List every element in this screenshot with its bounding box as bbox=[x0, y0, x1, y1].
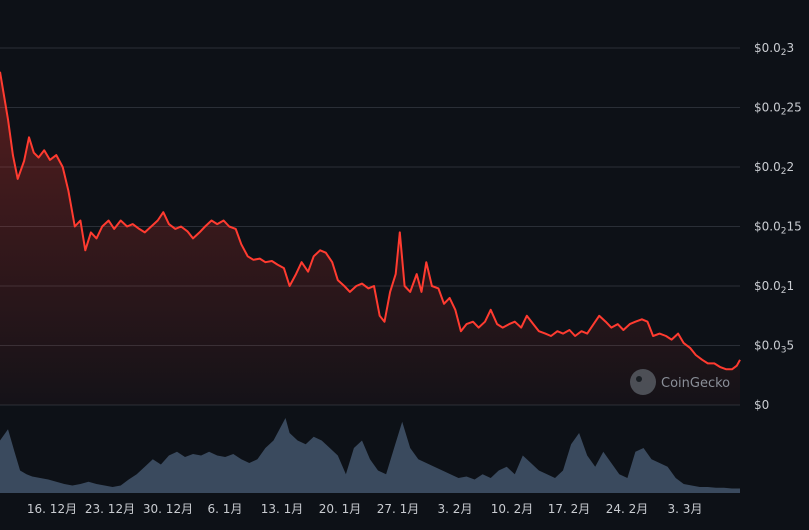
y-tick-label: $0.021 bbox=[754, 279, 794, 296]
coingecko-logo-icon bbox=[630, 369, 656, 395]
price-area bbox=[0, 71, 740, 406]
x-tick-label: 24. 2月 bbox=[606, 502, 649, 516]
y-tick-label: $0.023 bbox=[754, 41, 794, 58]
x-tick-label: 10. 2月 bbox=[491, 502, 534, 516]
y-tick-label: $0.022 bbox=[754, 160, 794, 177]
y-tick-label: $0 bbox=[754, 398, 769, 412]
price-line bbox=[0, 71, 741, 371]
x-tick-label: 27. 1月 bbox=[377, 502, 420, 516]
x-tick-label: 6. 1月 bbox=[208, 502, 243, 516]
y-axis: $0.023 $0.0225 $0.022 $0.0215 $0.021 $0.035 $0 bbox=[754, 41, 802, 412]
watermark-text: CoinGecko bbox=[661, 376, 730, 391]
x-axis: 16. 12月 23. 12月 30. 12月 6. 1月 13. 1月 20. 1月 27… bbox=[27, 502, 703, 516]
x-tick-label: 17. 2月 bbox=[548, 502, 591, 516]
x-tick-label: 16. 12月 bbox=[27, 502, 77, 516]
x-tick-label: 30. 12月 bbox=[143, 502, 193, 516]
x-tick-label: 13. 1月 bbox=[261, 502, 304, 516]
volume-area bbox=[0, 418, 740, 493]
x-tick-label: 3. 3月 bbox=[668, 502, 703, 516]
coingecko-watermark: CoinGecko bbox=[630, 369, 730, 395]
x-tick-label: 23. 12月 bbox=[85, 502, 135, 516]
y-tick-label: $0.035 bbox=[754, 339, 794, 356]
y-tick-label: $0.0225 bbox=[754, 101, 802, 118]
x-tick-label: 20. 1月 bbox=[319, 502, 362, 516]
x-tick-label: 3. 2月 bbox=[438, 502, 473, 516]
y-tick-label: $0.0215 bbox=[754, 220, 802, 237]
